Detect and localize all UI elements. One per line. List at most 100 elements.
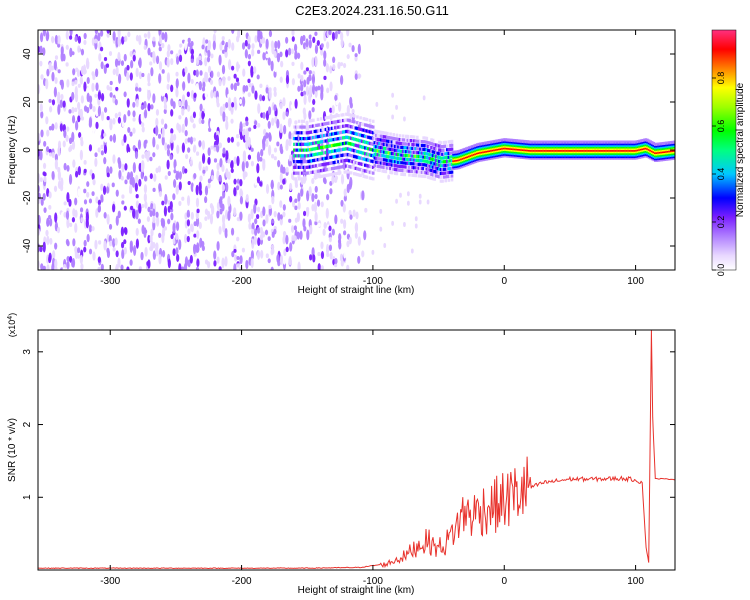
heat-cell (313, 124, 317, 128)
heat-cell (357, 121, 361, 125)
heat-cell (624, 140, 627, 144)
heat-cell (442, 144, 446, 148)
heat-cell (40, 74, 44, 80)
heat-cell (499, 146, 503, 150)
heat-cell (218, 78, 222, 87)
heat-cell (403, 172, 407, 177)
heat-cell (447, 140, 451, 144)
heat-cell (494, 142, 498, 147)
heat-cell (257, 122, 261, 128)
heat-cell (376, 141, 380, 145)
heat-cell (86, 181, 90, 187)
heat-cell (327, 161, 331, 166)
heat-cell (430, 165, 433, 169)
heat-cell (319, 117, 323, 121)
heat-cell (594, 140, 597, 144)
heat-cell (405, 142, 408, 146)
heat-cell (416, 158, 419, 162)
heat-cell (221, 40, 225, 46)
heat-cell (469, 150, 473, 154)
heat-cell (100, 93, 105, 102)
heat-cell (348, 165, 351, 169)
heat-cell (332, 160, 336, 165)
heat-cell (466, 149, 470, 154)
heat-cell (636, 143, 640, 147)
heat-cell (279, 51, 283, 58)
heat-cell (400, 145, 403, 150)
heat-cell (362, 140, 366, 144)
heat-cell (293, 160, 296, 164)
heat-cell (112, 238, 116, 248)
heat-cell (434, 170, 438, 174)
heat-cell (213, 158, 218, 163)
heat-cell (293, 235, 297, 242)
heat-cell (393, 137, 397, 141)
heat-cell (126, 71, 130, 81)
heat-cell (401, 138, 405, 142)
heat-cell (334, 263, 338, 268)
heat-cell (354, 73, 358, 80)
heat-cell (398, 164, 402, 169)
heat-cell (103, 106, 108, 113)
top-y-tick-label: 20 (22, 96, 33, 108)
heat-cell (669, 150, 673, 154)
heat-cell (323, 168, 326, 172)
colorbar-gradient (711, 29, 737, 271)
heat-cell (423, 144, 427, 148)
heat-cell (600, 140, 604, 144)
heat-cell (393, 156, 397, 160)
heat-cell (178, 115, 182, 120)
heat-cell (155, 117, 159, 127)
heat-cell (390, 148, 394, 152)
heat-cell (247, 213, 251, 223)
heat-cell (567, 148, 570, 152)
heat-cell (329, 81, 333, 92)
heat-cell (475, 143, 479, 147)
heat-cell (140, 111, 144, 123)
heat-cell (527, 140, 531, 144)
heat-cell (257, 103, 261, 114)
heat-cell (294, 154, 298, 158)
heat-cell (115, 215, 119, 226)
heat-cell (103, 57, 108, 62)
heat-cell (218, 225, 222, 235)
heat-cell (605, 150, 608, 154)
heat-cell (39, 32, 44, 43)
heat-cell (254, 218, 258, 225)
heat-cell (282, 166, 286, 175)
heat-cell (379, 153, 383, 157)
heat-cell (442, 163, 446, 168)
heat-cell (412, 162, 416, 166)
heat-cell (130, 205, 134, 211)
heat-cell (341, 141, 345, 146)
heat-cell (583, 150, 586, 154)
heat-cell (405, 165, 408, 169)
heat-cell (460, 155, 463, 159)
heat-cell (250, 258, 254, 269)
heat-cell (390, 155, 394, 159)
heat-cell (175, 165, 179, 172)
heat-cell (338, 171, 342, 175)
heat-cell (644, 146, 648, 150)
heat-cell (430, 138, 433, 142)
heat-cell (468, 146, 471, 150)
heat-cell (359, 145, 362, 149)
heat-cell (488, 140, 492, 144)
heat-cell (79, 254, 83, 265)
heat-cell (230, 136, 234, 143)
heat-cell (129, 50, 133, 57)
heat-cell (306, 190, 310, 202)
heat-cell (598, 148, 602, 152)
heat-cell (239, 98, 243, 105)
heat-cell (242, 68, 246, 77)
heat-cell (661, 154, 665, 158)
heat-cell (300, 148, 304, 152)
heat-cell (401, 149, 405, 153)
heat-cell (224, 228, 228, 239)
heat-cell (553, 142, 556, 146)
heat-cell (274, 40, 278, 49)
heat-cell (614, 148, 618, 152)
heat-cell (329, 173, 332, 177)
heat-cell (308, 142, 312, 146)
heat-cell (425, 167, 429, 171)
